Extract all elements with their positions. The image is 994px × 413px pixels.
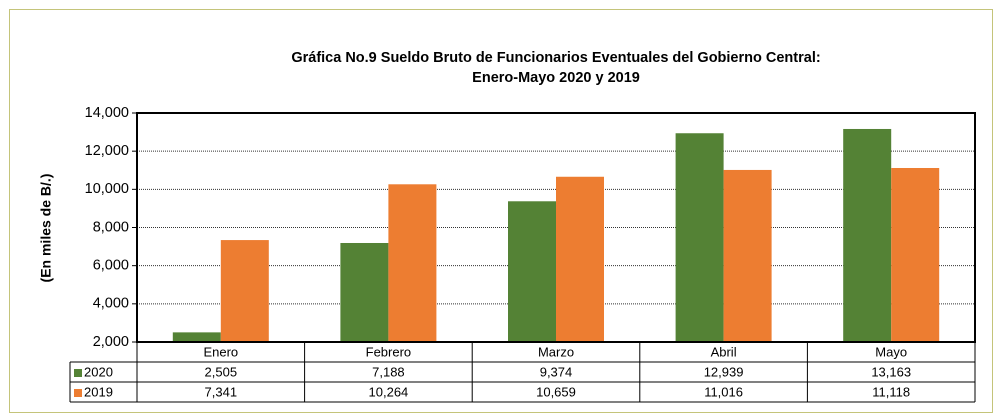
table-value: 9,374 — [540, 364, 573, 379]
table-value: 2,505 — [205, 364, 238, 379]
bar — [556, 176, 604, 342]
y-tick-label: 4,000 — [93, 296, 129, 312]
legend-label: 2019 — [84, 384, 113, 399]
legend-label: 2020 — [84, 364, 113, 379]
y-tick-label: 2,000 — [93, 334, 129, 350]
y-tick-label: 6,000 — [93, 257, 129, 273]
table-value: 10,659 — [536, 384, 576, 399]
table-value: 13,163 — [871, 364, 911, 379]
table-value: 7,341 — [205, 384, 238, 399]
bar — [843, 128, 892, 342]
bar — [172, 332, 221, 342]
chart-frame — [9, 9, 993, 413]
table-value: 7,188 — [372, 364, 405, 379]
table-value: 11,016 — [704, 384, 743, 399]
bar — [220, 240, 269, 342]
bar — [675, 133, 724, 342]
legend-swatch — [74, 389, 82, 397]
bar — [723, 169, 772, 342]
y-tick-label: 12,000 — [85, 143, 129, 159]
legend-swatch — [74, 369, 82, 377]
x-tick-label: Febrero — [366, 344, 412, 359]
table-value: 10,264 — [369, 384, 409, 399]
y-axis-label: (En miles de B/.) — [38, 174, 54, 283]
y-tick-label: 10,000 — [85, 181, 129, 197]
x-tick-label: Abril — [711, 344, 737, 359]
bar — [508, 201, 556, 342]
bar — [388, 184, 437, 342]
bar — [891, 167, 940, 342]
table-value: 11,118 — [872, 384, 910, 399]
plot-border — [136, 112, 976, 343]
y-tick-label: 8,000 — [93, 219, 129, 235]
chart-title: Enero-Mayo 2020 y 2019 — [472, 70, 640, 86]
chart-title: Gráfica No.9 Sueldo Bruto de Funcionario… — [291, 50, 820, 66]
x-tick-label: Enero — [203, 344, 238, 359]
y-tick-label: 14,000 — [85, 105, 129, 121]
bar — [340, 242, 389, 342]
table-value: 12,939 — [704, 364, 744, 379]
x-tick-label: Marzo — [538, 344, 574, 359]
x-tick-label: Mayo — [875, 344, 907, 359]
